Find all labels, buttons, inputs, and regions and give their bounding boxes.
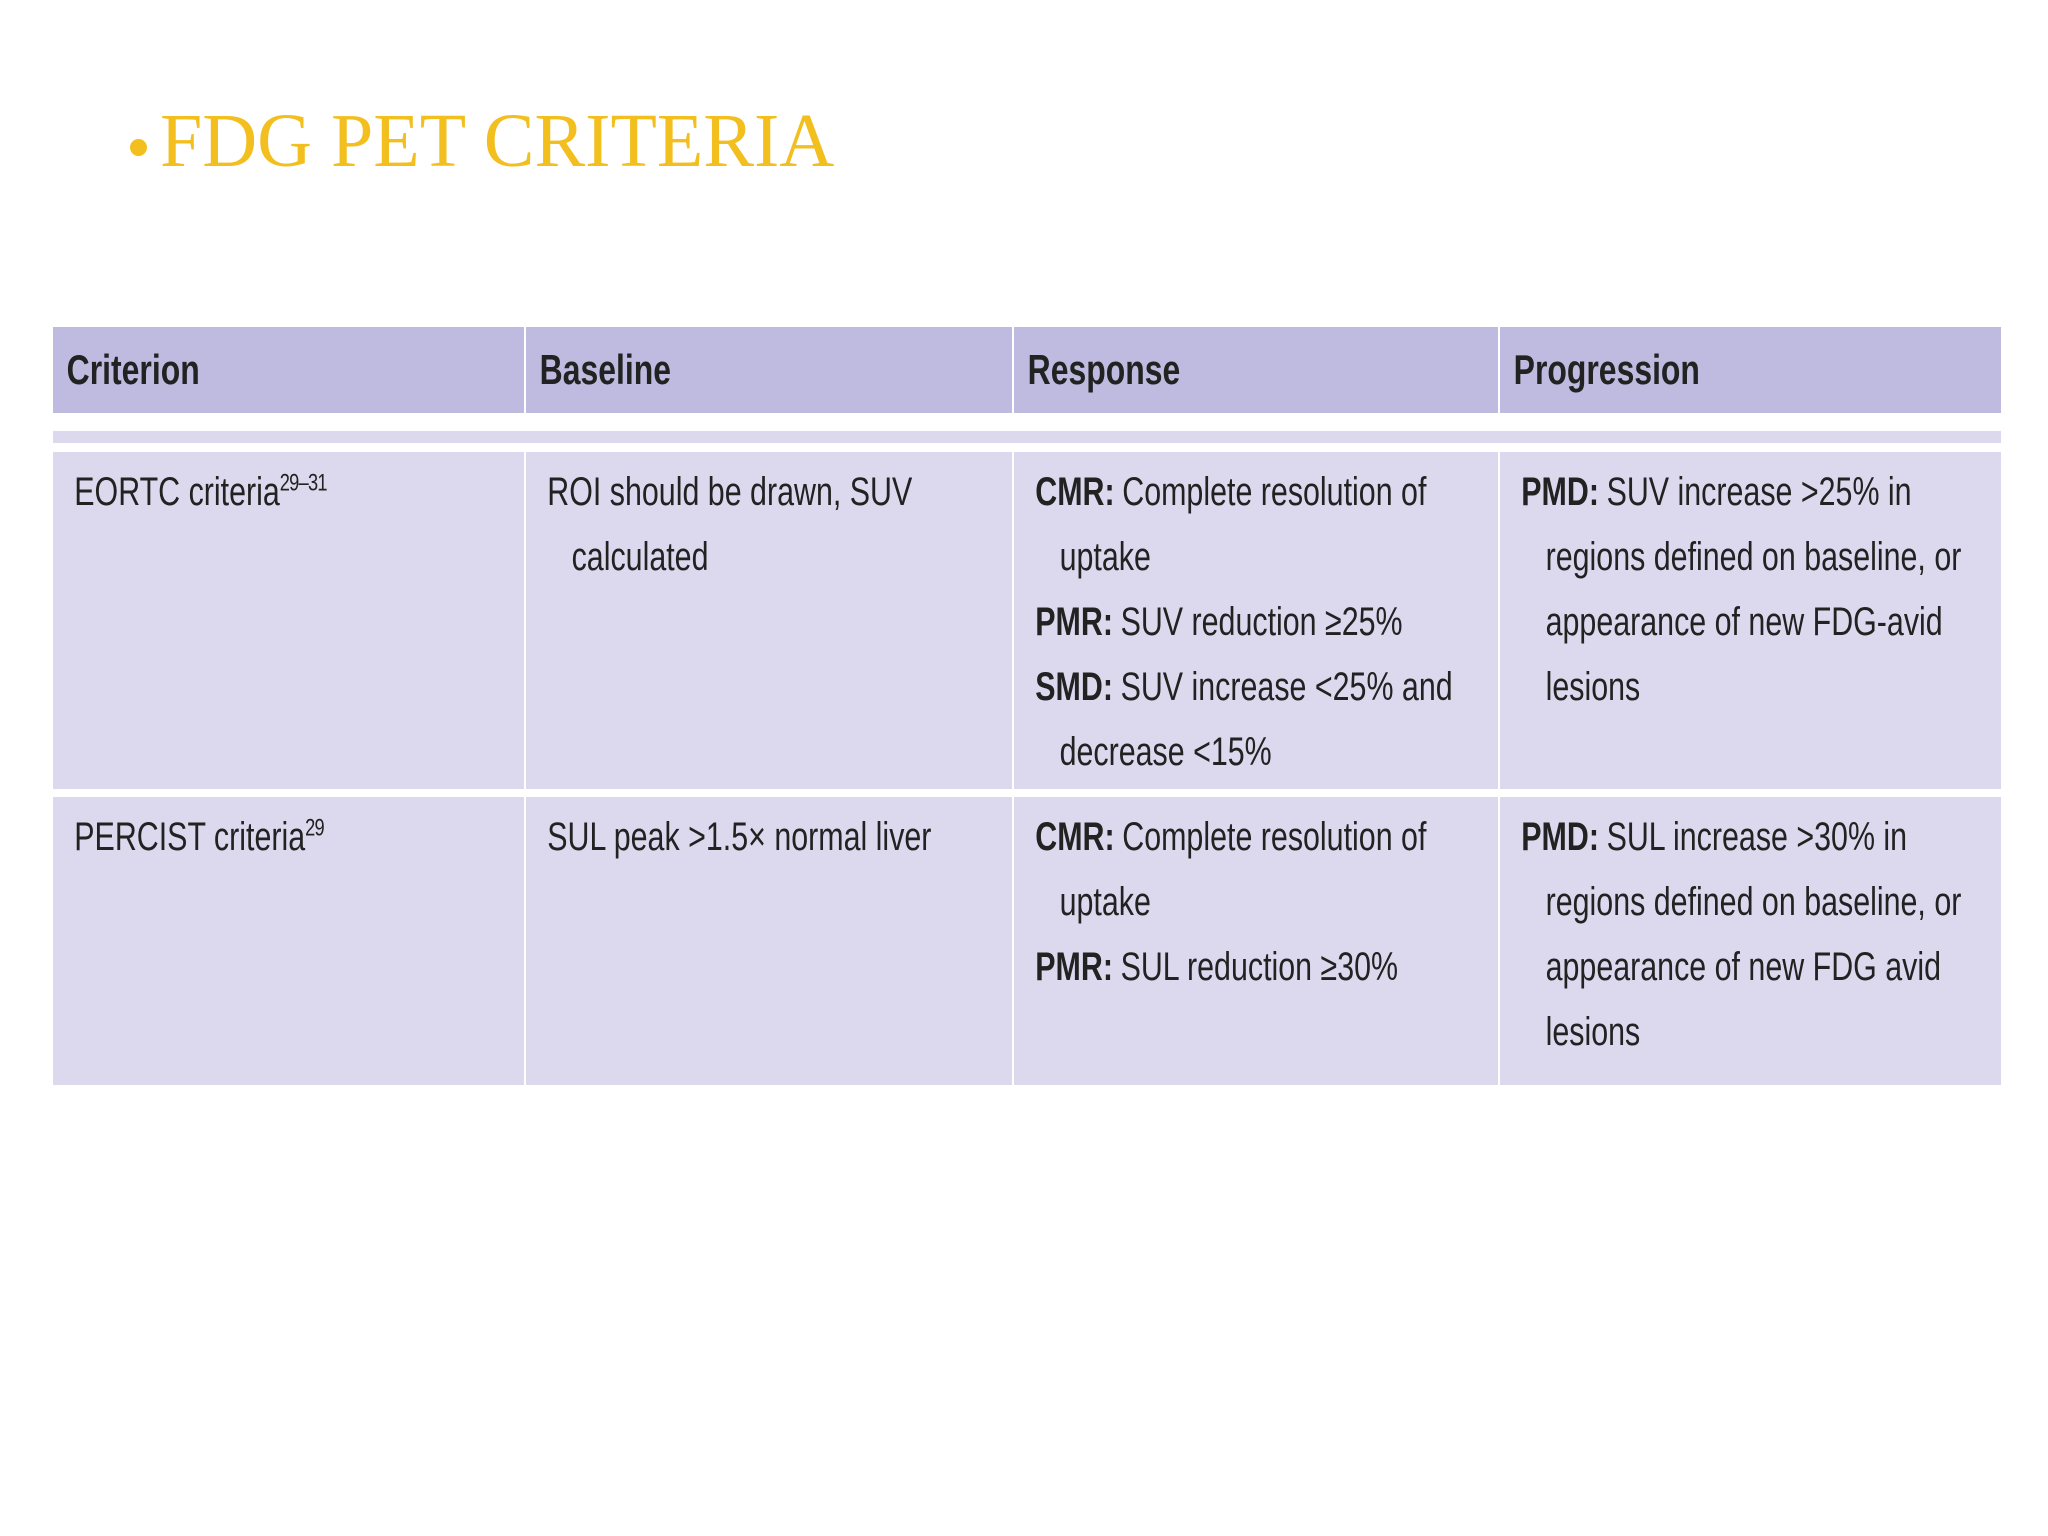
table-cell: ROI should be drawn, SUV calculated [526,452,1012,789]
header-text: Progression [1513,346,1700,393]
cell-text: ROI should be drawn, SUV calculated [547,470,913,579]
header-text: Criterion [66,346,200,393]
cell-text: Complete resolution of uptake [1059,470,1427,579]
cell-text: Complete resolution of uptake [1059,815,1427,924]
table-cell: CMR: Complete resolution of uptake PMR: SUV… [1014,452,1498,789]
table-cell: EORTC criteria29–31 [53,452,524,789]
bullet [130,139,147,156]
cell-text: SUL increase >30% in regions defined on … [1545,815,1962,1054]
cell-content: PMD: SUV increase >25% in regions defined… [1500,452,2001,720]
term: PMD: [1521,815,1599,859]
header-cell: Progression [1500,327,2001,413]
cell-text: EORTC criteria [74,470,280,514]
cell-content: ROI should be drawn, SUV calculated [526,452,1012,590]
reference: 29 [305,814,325,842]
cell-text: SUV reduction ≥25% [1120,600,1403,644]
term: PMR: [1035,600,1113,644]
cell-item: CMR: Complete resolution of uptake [1028,805,1498,935]
cell-content: CMR: Complete resolution of uptake PMR: SUL… [1014,797,1498,1000]
table-cell: PERCIST criteria29 [53,797,524,1085]
cell-item: PMR: SUV reduction ≥25% [1028,590,1498,655]
cell-content: CMR: Complete resolution of uptake PMR: SUV… [1014,452,1498,785]
header-cell: Response [1014,327,1498,413]
cell-item: EORTC criteria29–31 [67,460,524,525]
cell-text: SUV increase <25% and decrease <15% [1059,665,1453,774]
cell-item: CMR: Complete resolution of uptake [1028,460,1498,590]
cell-content: EORTC criteria29–31 [53,452,524,525]
table-cell: PMD: SUV increase >25% in regions defined… [1500,452,2001,789]
table-cell: PMD: SUL increase >30% in regions defined… [1500,797,2001,1085]
cell-item: SUL peak >1.5× normal liver [540,805,1012,870]
header-text: Baseline [539,346,671,393]
header-cell: Baseline [526,327,1012,413]
term: PMR: [1035,945,1113,989]
header-cell: Criterion [53,327,524,413]
cell-item: SMD: SUV increase <25% and decrease <15% [1028,655,1498,785]
cell-text: SUV increase >25% in regions defined on … [1545,470,1962,709]
cell-item: PMR: SUL reduction ≥30% [1028,935,1498,1000]
cell-text: SUL peak >1.5× normal liver [547,815,932,859]
cell-content: PERCIST criteria29 [53,797,524,870]
table-cell: CMR: Complete resolution of uptake PMR: SUL… [1014,797,1498,1085]
slide-title: FDG PET CRITERIA [160,99,835,183]
cell-content: SUL peak >1.5× normal liver [526,797,1012,870]
cell-content: PMD: SUL increase >30% in regions defined… [1500,797,2001,1065]
cell-item: PMD: SUL increase >30% in regions defined… [1514,805,2001,1065]
header-text: Response [1027,346,1181,393]
cell-item: ROI should be drawn, SUV calculated [540,460,1012,590]
cell-item: PERCIST criteria29 [67,805,524,870]
table-cell: SUL peak >1.5× normal liver [526,797,1012,1085]
term: CMR: [1035,470,1115,514]
cell-text: PERCIST criteria [74,815,306,859]
reference: 29–31 [279,469,328,497]
term: SMD: [1035,665,1113,709]
term: CMR: [1035,815,1115,859]
cell-text: SUL reduction ≥30% [1120,945,1399,989]
cell-item: PMD: SUV increase >25% in regions defined… [1514,460,2001,720]
term: PMD: [1521,470,1599,514]
separator [53,431,2001,443]
